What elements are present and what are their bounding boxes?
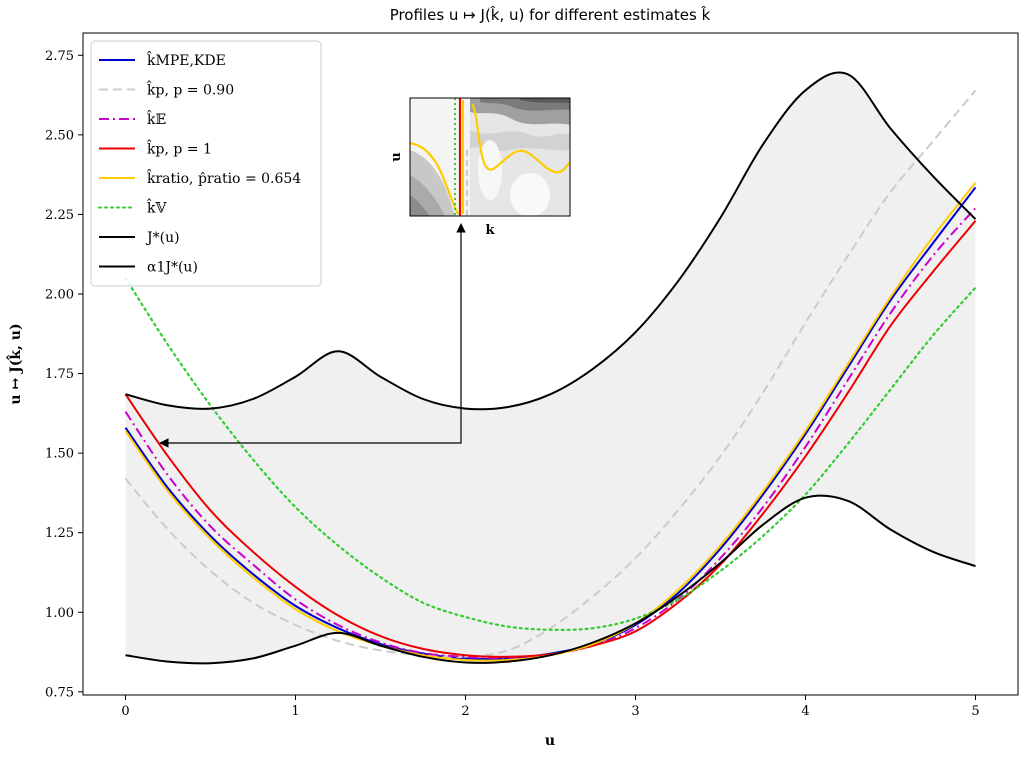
y-tick-label: 2.00 (45, 287, 74, 302)
y-tick-label: 0.75 (45, 685, 74, 700)
x-tick-label: 0 (121, 704, 129, 719)
legend-label-8: α1J*(u) (147, 260, 198, 276)
x-tick-label: 5 (971, 704, 979, 719)
x-axis-label: u (545, 733, 555, 749)
inset-heatmap: k u (389, 97, 571, 238)
y-tick-label: 2.25 (45, 208, 74, 223)
x-tick-label: 1 (291, 704, 299, 719)
y-tick-label: 2.75 (45, 49, 74, 64)
y-tick-label: 1.25 (45, 526, 74, 541)
series-line-2 (124, 89, 977, 659)
y-axis-label: u ↦ J(k̂, u) (5, 323, 24, 404)
legend-label-5: k̂ratio, p̂ratio = 0.654 (147, 168, 302, 187)
legend-label-4: k̂p, p = 1 (147, 138, 212, 157)
legend-label-6: k̂𝕍 (147, 197, 168, 216)
legend-label-1: k̂MPE,KDE (147, 50, 226, 69)
y-axis: 0.75 1.00 1.25 1.50 1.75 2.00 2.25 2.50 2.75 (45, 49, 83, 700)
x-axis: 0 1 2 3 4 5 (121, 695, 980, 719)
y-tick-label: 2.50 (45, 128, 74, 143)
fill-area-layer (125, 72, 976, 664)
x-tick-label: 3 (631, 704, 639, 719)
series-layer (124, 71, 977, 665)
series-line-6 (124, 277, 977, 631)
legend: k̂MPE,KDE k̂p, p = 0.90 k̂𝔼 k̂p, p = 1 k̂rat… (90, 40, 322, 287)
legend-label-2: k̂p, p = 0.90 (147, 79, 234, 98)
x-tick-label: 4 (801, 704, 809, 719)
plot-frame (82, 32, 1019, 696)
legend-label-7: J*(u) (145, 230, 180, 246)
series-line-7 (125, 494, 976, 665)
fill-between-area (125, 72, 976, 664)
inset-x-label: k (485, 223, 495, 238)
y-tick-label: 1.50 (45, 447, 74, 462)
legend-label-3: k̂𝔼 (147, 109, 166, 128)
chart-title: Profiles u ↦ J(k̂, u) for different esti… (390, 5, 711, 24)
annotation-arrow (159, 223, 466, 448)
inset-y-label: u (389, 152, 404, 161)
y-tick-label: 1.00 (45, 606, 74, 621)
x-tick-label: 2 (461, 704, 469, 719)
y-tick-label: 1.75 (45, 367, 74, 382)
